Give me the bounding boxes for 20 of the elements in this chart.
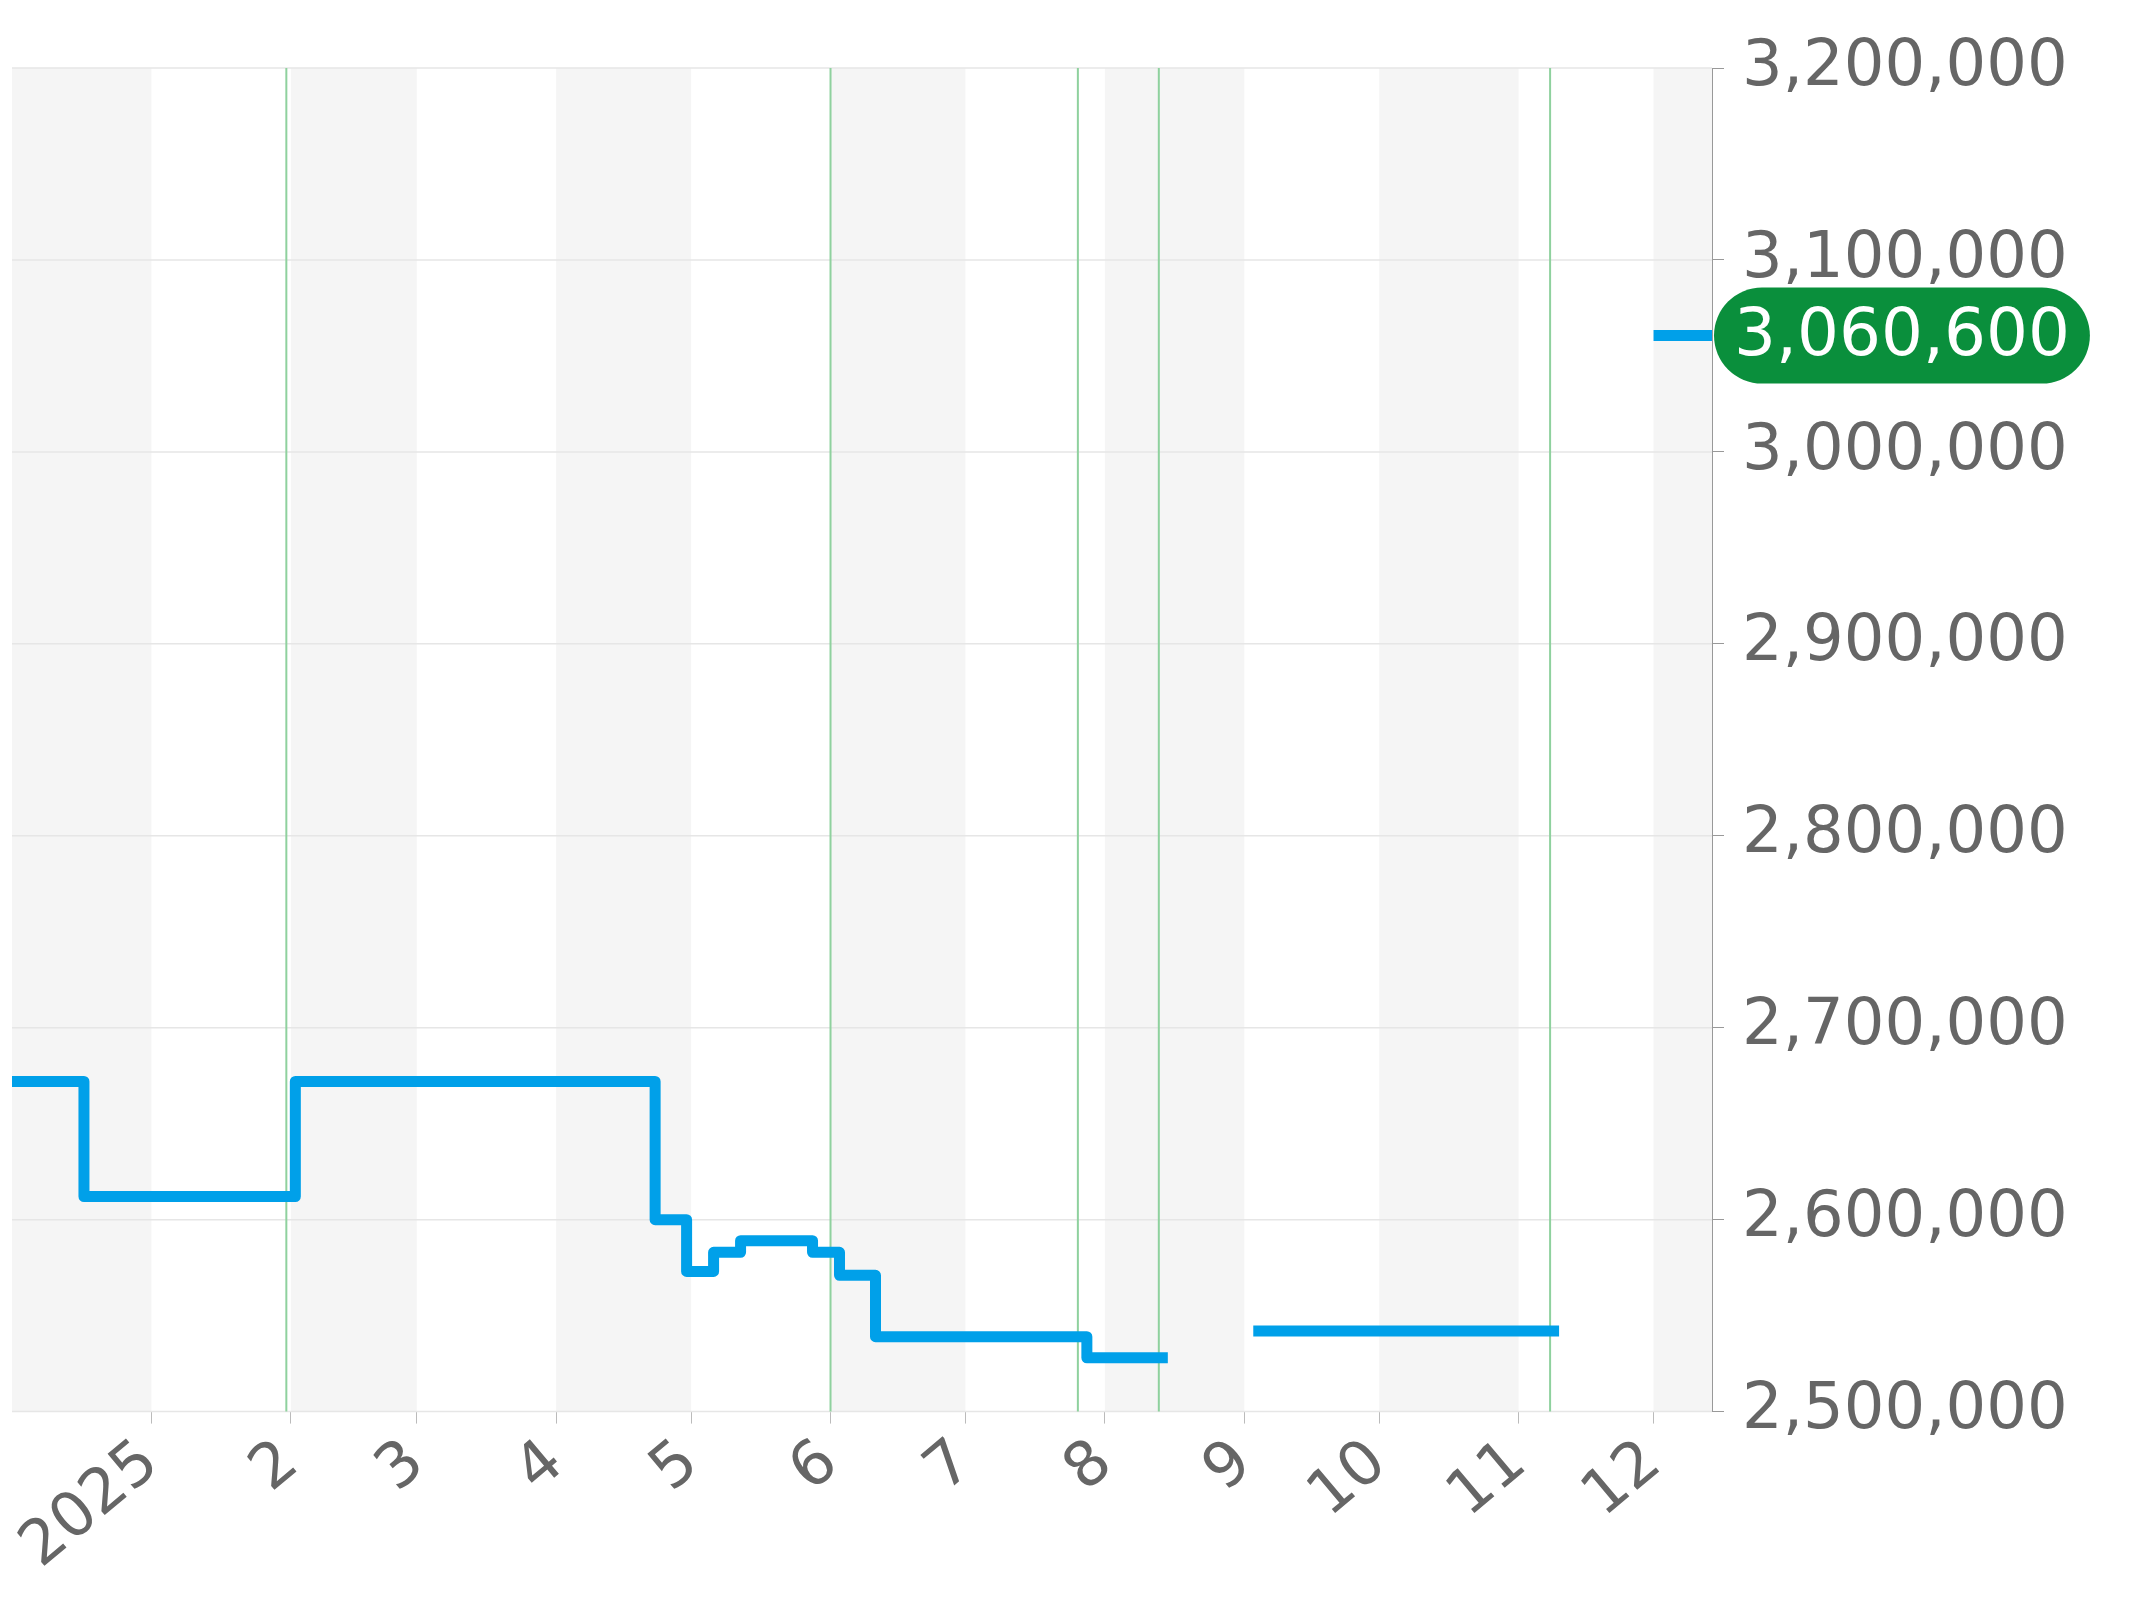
y-tick-label: 3,000,000 [1742,409,2068,484]
x-tick-label: 11 [1431,1422,1539,1530]
x-tick-label: 12 [1566,1422,1674,1530]
x-tick-label: 9 [1187,1422,1265,1505]
x-tick-label: 10 [1291,1422,1400,1530]
x-tick-label: 4 [499,1422,577,1505]
y-tick-label: 2,900,000 [1742,601,2068,676]
x-tick-label: 8 [1047,1422,1125,1505]
y-tick-label: 3,100,000 [1742,217,2068,292]
annotation: 3,060,600 [1734,293,2070,371]
x-tick-label: 7 [908,1422,986,1505]
y-tick-label: 2,700,000 [1742,985,2068,1060]
x-tick-label: 3 [359,1422,437,1505]
y-tick-label: 2,800,000 [1742,793,2068,868]
x-tick-label: 2 [233,1422,311,1505]
x-tick-label: 5 [633,1422,712,1505]
y-tick-label: 2,600,000 [1742,1177,2068,1252]
y-tick-label: 3,200,000 [1742,25,2068,100]
x-tick-label: 6 [773,1422,851,1505]
y-tick-label: 2,500,000 [1742,1369,2068,1444]
